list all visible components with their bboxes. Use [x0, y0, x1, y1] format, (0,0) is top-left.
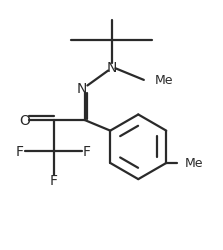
Text: F: F — [83, 145, 91, 159]
Text: Me: Me — [185, 157, 204, 170]
Text: N: N — [76, 82, 87, 95]
Text: Me: Me — [155, 74, 173, 87]
Text: O: O — [19, 114, 30, 128]
Text: F: F — [16, 145, 24, 159]
Text: N: N — [106, 60, 117, 74]
Text: F: F — [50, 174, 58, 188]
